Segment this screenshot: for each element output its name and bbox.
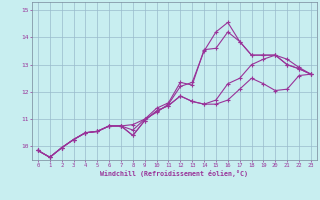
X-axis label: Windchill (Refroidissement éolien,°C): Windchill (Refroidissement éolien,°C) <box>100 170 248 177</box>
